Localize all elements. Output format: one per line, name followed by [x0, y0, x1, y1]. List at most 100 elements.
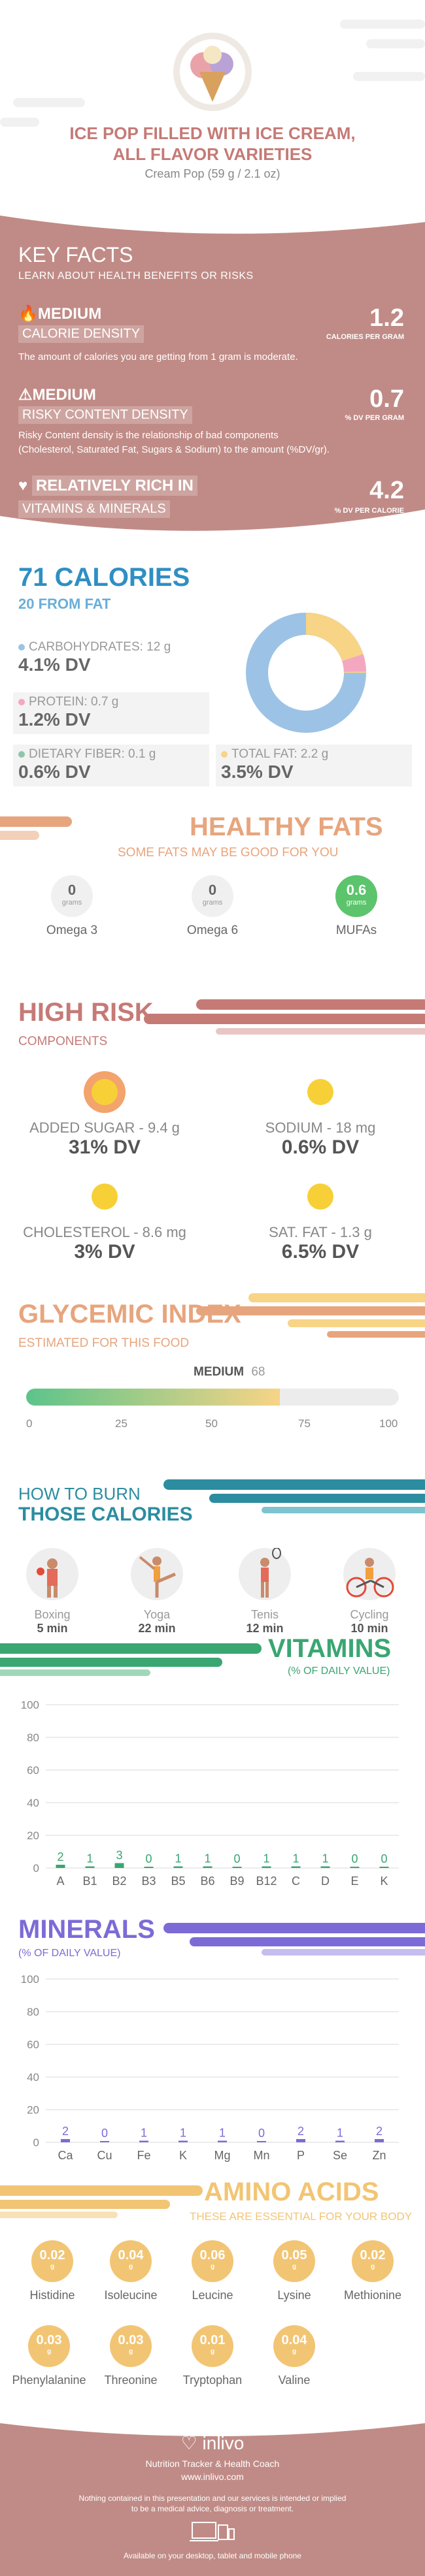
histidine-circle: 0.02 g — [31, 2240, 73, 2282]
tryptophan-unit: g — [210, 2348, 215, 2355]
serving-size: Cream Pop (59 g / 2.1 oz) — [144, 167, 280, 180]
donut-fat — [246, 613, 366, 733]
vitamin-category-label-k: K — [380, 1875, 388, 1888]
fact-vitamins-minerals: ♥ RELATIVELY RICH IN VITAMINS & MINERALS… — [18, 475, 411, 523]
threonine-name: Threonine — [104, 2374, 158, 2387]
footer-url[interactable]: www.inlivo.com — [181, 2471, 244, 2482]
omega6-name: Omega 6 — [186, 924, 239, 937]
sodium-dv: 0.6% DV — [281, 1136, 360, 1158]
vitamin-value-label-b1: 1 — [86, 1852, 93, 1865]
fat-dv: 3.5% DV — [221, 762, 294, 782]
vitamin-value-label-b5: 1 — [175, 1852, 181, 1865]
amino-title: AMINO ACIDS — [204, 2178, 379, 2206]
sodium-face-icon — [299, 1071, 341, 1113]
glycemic-title: GLYCEMIC INDEX — [18, 1300, 241, 1328]
glycemic-level-readout: MEDIUM 68 — [194, 1365, 265, 1379]
fact-value: 4.2 — [369, 477, 404, 504]
nutrient-carbs: CARBOHYDRATES: 12 g 4.1% DV — [18, 640, 201, 679]
fiber-label: DIETARY FIBER: 0.1 g — [29, 747, 156, 761]
burn-cycling: Cycling 10 min — [330, 1548, 409, 1635]
fact-label: VITAMINS & MINERALS — [18, 500, 170, 518]
cycling-name: Cycling — [350, 1608, 389, 1621]
fact-level: MEDIUM — [37, 305, 102, 323]
fact-label: CALORIE DENSITY — [18, 325, 144, 343]
tryptophan-circle: 0.01 g — [192, 2325, 233, 2367]
mineral-bar-k — [178, 2140, 188, 2142]
calories-donut-chart — [241, 607, 371, 738]
fat-label: TOTAL FAT: 2.2 g — [231, 747, 329, 761]
mineral-bar-zn — [375, 2139, 384, 2142]
food-image — [172, 31, 253, 112]
satfat-face-icon — [299, 1176, 341, 1217]
tennis-icon — [239, 1547, 291, 1600]
mineral-value-label-fe: 1 — [141, 2127, 147, 2140]
vitamin-value-label-e: 0 — [351, 1852, 358, 1865]
amino-phenylalanine: 0.03 g Phenylalanine — [7, 2325, 92, 2387]
sugar-dv: 31% DV — [68, 1136, 141, 1158]
nutrient-protein: PROTEIN: 0.7 g 1.2% DV — [13, 692, 209, 734]
vitamin-category-label-b6: B6 — [200, 1875, 214, 1888]
key-facts-subtitle: LEARN ABOUT HEALTH BENEFITS OR RISKS — [18, 270, 254, 282]
risk-cholesterol: CHOLESTEROL - 8.6 mg 3% DV — [13, 1176, 196, 1263]
mineral-ytick-label: 40 — [27, 2071, 39, 2084]
key-facts-section — [0, 196, 425, 536]
burn-title-2: THOSE CALORIES — [18, 1504, 193, 1525]
mineral-value-label-zn: 2 — [376, 2125, 382, 2138]
fact-level: MEDIUM — [32, 386, 96, 404]
devices-icon — [190, 2520, 235, 2546]
omega3-unit: grams — [61, 899, 82, 907]
carbs-dv: 4.1% DV — [18, 654, 91, 675]
leucine-circle: 0.06 g — [192, 2240, 233, 2282]
amino-tryptophan: 0.01 g Tryptophan — [170, 2325, 255, 2387]
vitamin-category-label-b3: B3 — [141, 1875, 156, 1888]
threonine-circle: 0.03 g — [110, 2325, 152, 2367]
leucine-value: 0.06 — [199, 2248, 226, 2262]
glycemic-track — [26, 1389, 399, 1406]
key-facts-wave — [0, 196, 425, 536]
threonine-unit: g — [128, 2348, 133, 2355]
histidine-unit: g — [50, 2263, 55, 2270]
vitamin-ytick-label: 20 — [27, 1829, 39, 1842]
risk-added-sugar: ADDED SUGAR - 9.4 g 31% DV — [13, 1071, 196, 1159]
isoleucine-circle: 0.04 g — [110, 2240, 152, 2282]
valine-value: 0.04 — [281, 2333, 307, 2347]
nutrient-fat: TOTAL FAT: 2.2 g 3.5% DV — [216, 745, 412, 786]
isoleucine-name: Isoleucine — [104, 2289, 158, 2302]
vitamin-category-label-b1: B1 — [82, 1875, 97, 1888]
mineral-value-label-mn: 0 — [258, 2127, 265, 2140]
mineral-value-label-p: 2 — [298, 2125, 304, 2138]
minerals-chart-svg: 0 20 40 60 80 100 2 Ca 0 Cu 1 Fe 1 K 1 Mg 0 Mn 2 P 1 Se 2 Zn — [21, 1973, 399, 2162]
phenylalanine-value: 0.03 — [36, 2333, 62, 2347]
valine-circle: 0.04 g — [273, 2325, 315, 2367]
boxing-time: 5 min — [37, 1622, 68, 1635]
vitamin-category-label-b9: B9 — [230, 1875, 244, 1888]
fiber-dv: 0.6% DV — [18, 762, 91, 782]
donut-protein — [246, 613, 366, 733]
protein-label: PROTEIN: 0.7 g — [29, 695, 119, 709]
vitamin-bar-b12 — [262, 1866, 271, 1868]
glycemic-fill — [26, 1389, 280, 1406]
mineral-category-label-mg: Mg — [214, 2149, 230, 2162]
minerals-subtitle: (% OF DAILY VALUE) — [18, 1948, 121, 1959]
yoga-icon — [131, 1548, 183, 1600]
flame-icon: 🔥 — [18, 305, 38, 323]
minerals-title: MINERALS — [18, 1915, 155, 1944]
tenis-name: Tenis — [250, 1608, 279, 1621]
amino-row-1: 0.02 g Histidine 0.04 g Isoleucine 0.06 g L… — [0, 2240, 425, 2306]
vitamin-category-label-b2: B2 — [112, 1875, 126, 1888]
cholesterol-dv: 3% DV — [74, 1241, 135, 1263]
risk-sat-fat: SAT. FAT - 1.3 g 6.5% DV — [229, 1176, 412, 1263]
mineral-ytick-label: 60 — [27, 2038, 39, 2051]
warning-icon: ⚠ — [18, 386, 33, 404]
omega3-circle: 0 grams — [51, 875, 93, 917]
omega6-unit: grams — [202, 899, 223, 907]
satfat-dv: 6.5% DV — [281, 1241, 360, 1263]
boxing-name: Boxing — [34, 1608, 71, 1621]
heart-pulse-icon: ♥ — [18, 477, 28, 494]
mufas-name: MUFAs — [335, 924, 377, 937]
vitamin-value-label-b3: 0 — [145, 1852, 152, 1865]
fat-omega6: 0 grams Omega 6 — [173, 875, 252, 938]
carbs-label: CARBOHYDRATES: 12 g — [29, 640, 171, 654]
gi-tick-0: 0 — [26, 1417, 33, 1430]
brand-name: inlivo — [202, 2433, 245, 2453]
